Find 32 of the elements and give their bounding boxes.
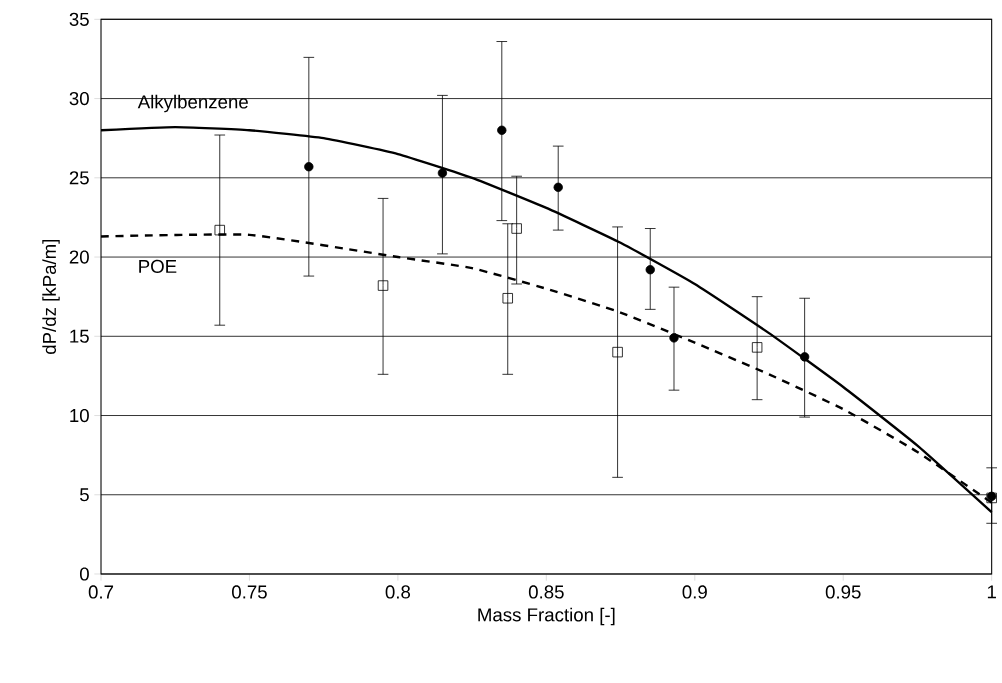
point (437, 168, 448, 178)
point (511, 223, 522, 234)
y-tick-label: 5 (80, 488, 89, 502)
series-label: POE (139, 259, 177, 274)
point (304, 162, 314, 172)
y-tick-label: 35 (69, 12, 89, 26)
y-tick-label: 25 (69, 171, 89, 185)
y-tick-label: 0 (79, 567, 89, 581)
point (553, 182, 563, 192)
point (799, 352, 810, 362)
x-tick-label: 0.85 (528, 585, 564, 599)
x-tick-label: 0.9 (682, 585, 707, 599)
y-tick-label: 15 (70, 329, 89, 343)
x-tick-label: 0.7 (88, 585, 114, 599)
point (377, 280, 389, 291)
x-tick-label: 0.95 (825, 585, 861, 599)
point (751, 342, 763, 353)
x-tick-label: 0.75 (232, 585, 267, 599)
series-label: Alkylbenzene (137, 94, 248, 113)
point (502, 293, 513, 304)
y-axis-title: dP/dz [kPa/m] (42, 239, 60, 354)
point (612, 346, 623, 358)
point (497, 125, 507, 135)
x-tick-label: 0.8 (385, 585, 411, 599)
x-axis-title: Mass Fraction [-] (478, 607, 615, 626)
point (669, 333, 679, 343)
point (645, 265, 655, 275)
y-tick-label: 30 (69, 91, 89, 106)
point (214, 224, 225, 236)
y-tick-label: 20 (69, 250, 89, 264)
x-tick-label: 1 (987, 585, 996, 599)
y-tick-label: 10 (70, 408, 89, 423)
